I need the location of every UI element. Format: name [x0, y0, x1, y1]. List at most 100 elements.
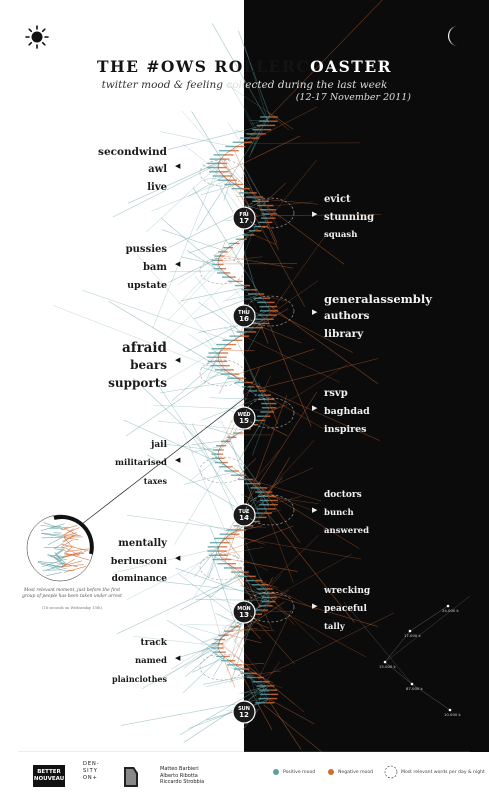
- tweet-ray: [180, 575, 247, 611]
- tweet-ray: [112, 547, 219, 574]
- stats-line: [343, 601, 413, 685]
- pointer-arrow: ▶: [312, 210, 318, 218]
- tweet-ray: [257, 486, 294, 583]
- legend-negative: Negative mood: [338, 770, 374, 775]
- tweet-ray: [258, 198, 319, 205]
- tweet-ray: [252, 670, 282, 676]
- left-word: pussies: [125, 244, 167, 255]
- tweet-ray: [167, 257, 220, 283]
- right-word: doctors: [324, 490, 362, 500]
- negative-swatch: [328, 769, 334, 775]
- zoom-ray: [40, 523, 65, 532]
- pointer-arrow: ▶: [312, 308, 318, 316]
- zoom-ray: [63, 532, 77, 537]
- tweet-ray: [249, 371, 260, 392]
- left-word: afraid: [122, 340, 167, 356]
- night-stats: [343, 595, 471, 712]
- tweet-ray: [266, 317, 312, 427]
- tweet-ray: [197, 301, 245, 335]
- tweet-ray: [191, 111, 239, 187]
- tweet-ray: [177, 573, 244, 623]
- tweet-ray: [159, 379, 241, 394]
- left-word: awl: [148, 164, 167, 175]
- day-label: MON 13: [233, 606, 255, 619]
- tweet-ray: [182, 655, 223, 694]
- tweet-ray: [210, 552, 237, 627]
- better-nouveau-logo: BETTER NOUVEAU: [33, 765, 65, 787]
- day-circle: [232, 503, 256, 527]
- day-number: 16: [239, 315, 249, 323]
- zoom-ray: [64, 552, 90, 561]
- tweet-ray: [226, 84, 269, 113]
- day-name: MON: [237, 606, 251, 612]
- tweet-ray: [232, 603, 269, 652]
- credit-name: Riccardo Strobbia: [160, 779, 205, 785]
- legend-relevant: Most relevant words per day & night: [401, 770, 485, 775]
- zoom-source-ring: [243, 384, 259, 400]
- tweet-ray: [179, 623, 224, 637]
- zoom-ray: [62, 551, 87, 559]
- tweet-ray: [258, 612, 394, 680]
- tweet-ray: [159, 342, 230, 385]
- tweet-ray: [269, 309, 353, 353]
- tweet-ray: [171, 359, 219, 402]
- tweet-ray: [197, 444, 219, 455]
- tweet-ray: [261, 509, 281, 516]
- tweet-ray: [174, 463, 224, 545]
- tweet-ray: [244, 286, 258, 311]
- zoom-ray: [37, 562, 63, 568]
- day-label: SUN 12: [233, 706, 255, 719]
- tweet-ray: [188, 519, 234, 533]
- left-word: bam: [142, 262, 167, 273]
- tweet-ray: [192, 657, 226, 673]
- tweet-ray: [206, 675, 254, 687]
- zoom-ray: [65, 553, 85, 555]
- left-word: jail: [151, 440, 167, 450]
- left-word: mentally: [118, 538, 167, 549]
- tweet-ray: [233, 148, 279, 251]
- left-word: berlusconi: [110, 556, 167, 567]
- tweet-ray: [227, 658, 274, 684]
- tweet-ray: [225, 178, 246, 210]
- tweet-ray: [189, 457, 219, 482]
- pointer-arrow: ◀: [175, 554, 181, 562]
- right-word: generalassembly: [324, 292, 432, 306]
- tweet-ray: [246, 664, 260, 709]
- tweet-ray: [228, 82, 259, 134]
- tweet-ray: [160, 131, 236, 148]
- tweet-ray: [238, 458, 257, 476]
- relevant-words-marker: [199, 456, 245, 484]
- zoom-ray: [40, 563, 67, 572]
- right-word: evict: [324, 194, 351, 205]
- right-word: bunch: [324, 508, 354, 518]
- tweet-ray: [250, 132, 260, 153]
- tweet-ray: [157, 420, 245, 431]
- tweet-ray: [190, 429, 229, 469]
- tweet-ray: [125, 241, 222, 351]
- tweet-ray: [263, 182, 287, 204]
- pointer-arrow: ▶: [312, 602, 318, 610]
- tweet-ray: [209, 526, 219, 549]
- moon-icon: [448, 26, 458, 46]
- tweet-ray: [180, 256, 219, 266]
- pointer-arrow: ◀: [175, 356, 181, 364]
- tweet-ray: [123, 419, 226, 466]
- tweet-ray: [233, 382, 269, 402]
- tweet-ray: [241, 335, 340, 383]
- tweet-ray: [268, 404, 288, 412]
- day-label: WED 15: [233, 412, 255, 425]
- zoom-ray: [63, 527, 78, 536]
- legend-swatches: [273, 765, 398, 779]
- tweet-ray: [167, 123, 268, 150]
- tweet-ray: [243, 573, 261, 608]
- tweet-ray: [234, 129, 255, 136]
- tweet-ray: [241, 685, 267, 694]
- day-circle: [232, 600, 256, 624]
- tweet-ray: [217, 256, 263, 262]
- tweet-ray: [145, 165, 219, 233]
- zoom-ray: [47, 554, 66, 557]
- tweet-ray: [231, 373, 380, 441]
- tweet-ray: [244, 621, 262, 640]
- tweet-ray: [256, 358, 379, 390]
- tweet-ray: [198, 320, 264, 333]
